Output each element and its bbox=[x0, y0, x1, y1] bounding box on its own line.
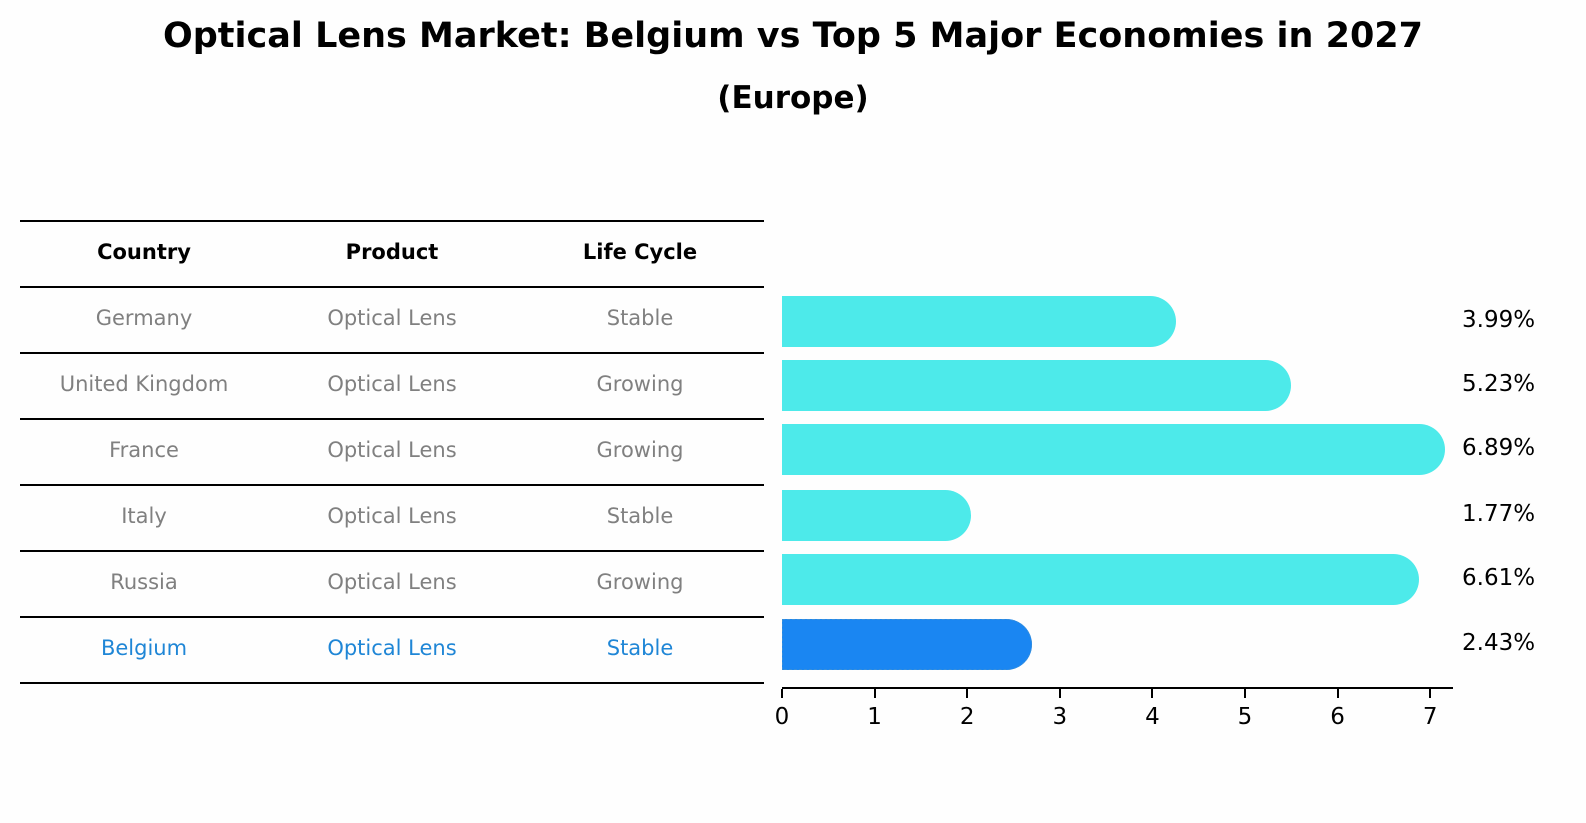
value-label: 5.23% bbox=[1462, 371, 1536, 397]
x-tick bbox=[1429, 689, 1432, 698]
table-cell: Optical Lens bbox=[327, 570, 457, 594]
table-cell: Stable bbox=[606, 636, 674, 660]
table-cell: United Kingdom bbox=[59, 372, 229, 396]
x-tick-label: 1 bbox=[867, 704, 882, 730]
column-header: Life Cycle bbox=[582, 240, 698, 264]
column-header: Country bbox=[97, 240, 191, 264]
x-tick-label: 3 bbox=[1052, 704, 1068, 730]
x-tick bbox=[1058, 689, 1061, 698]
table-cell: France bbox=[109, 438, 179, 462]
table-cell: Optical Lens bbox=[327, 636, 457, 660]
table-rule bbox=[20, 484, 764, 486]
x-tick-label: 6 bbox=[1330, 704, 1345, 730]
table-rule bbox=[20, 286, 764, 288]
bar-united-kingdom bbox=[782, 359, 1292, 411]
x-axis-line bbox=[782, 687, 1453, 689]
x-tick bbox=[1244, 689, 1246, 698]
table-rule bbox=[20, 352, 764, 354]
x-tick bbox=[1151, 689, 1154, 698]
x-tick-label: 0 bbox=[774, 704, 790, 730]
table-rule bbox=[20, 682, 764, 684]
x-tick bbox=[1336, 689, 1339, 698]
table-cell: Germany bbox=[95, 306, 193, 330]
chart-title: Optical Lens Market: Belgium vs Top 5 Ma… bbox=[163, 16, 1423, 56]
table-cell: Stable bbox=[606, 504, 674, 528]
x-tick-label: 2 bbox=[959, 704, 975, 730]
table-cell: Russia bbox=[110, 570, 178, 594]
column-header: Product bbox=[345, 240, 439, 264]
bar-italy bbox=[782, 489, 971, 541]
table-cell: Optical Lens bbox=[327, 438, 457, 462]
value-label: 2.43% bbox=[1462, 630, 1536, 656]
value-label: 3.99% bbox=[1462, 307, 1536, 333]
table-cell: Growing bbox=[596, 438, 684, 462]
table-cell: Belgium bbox=[100, 636, 188, 660]
x-tick bbox=[873, 689, 876, 698]
table-cell: Growing bbox=[596, 570, 684, 594]
value-label: 1.77% bbox=[1462, 501, 1536, 527]
table-rule bbox=[20, 418, 764, 420]
table-rule bbox=[20, 220, 764, 222]
bar-germany bbox=[782, 295, 1177, 347]
table-cell: Growing bbox=[596, 372, 684, 396]
x-tick-label: 4 bbox=[1145, 704, 1160, 730]
bar-france bbox=[782, 423, 1445, 475]
value-label: 6.89% bbox=[1462, 435, 1536, 461]
x-tick-label: 5 bbox=[1237, 704, 1253, 730]
table-rule bbox=[20, 616, 764, 618]
chart-subtitle: (Europe) bbox=[717, 80, 869, 116]
value-label: 6.61% bbox=[1462, 565, 1536, 591]
x-tick-label: 7 bbox=[1422, 704, 1438, 730]
table-cell: Stable bbox=[606, 306, 674, 330]
x-tick bbox=[781, 689, 783, 698]
bar-belgium bbox=[782, 618, 1033, 670]
table-rule bbox=[20, 550, 764, 552]
table-cell: Italy bbox=[121, 504, 167, 528]
table-cell: Optical Lens bbox=[327, 306, 457, 330]
table-cell: Optical Lens bbox=[327, 504, 457, 528]
table-cell: Optical Lens bbox=[327, 372, 457, 396]
x-tick bbox=[966, 689, 969, 698]
bar-russia bbox=[782, 553, 1420, 605]
